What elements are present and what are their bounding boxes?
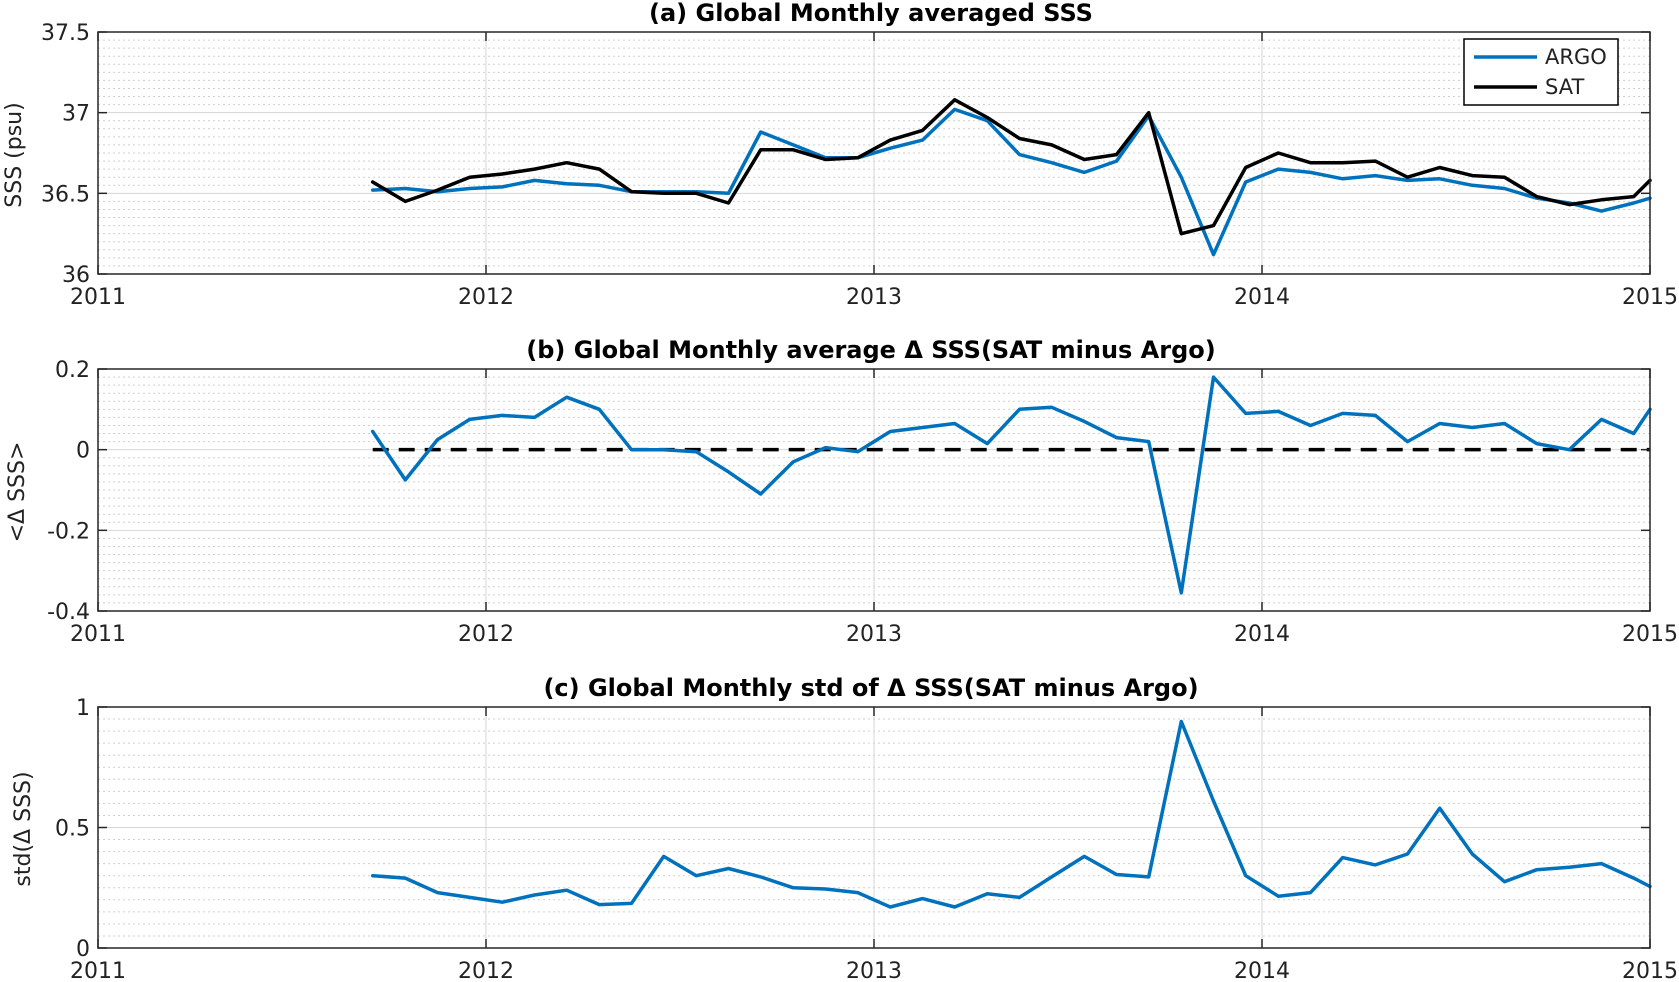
panel-b-y-tick-label: -0.4 — [47, 600, 90, 625]
panel-a-x-tick-label: 2015 — [1622, 285, 1678, 310]
panel-b: (b) Global Monthly average Δ SSS(SAT min… — [5, 336, 1678, 647]
panel-c: (c) Global Monthly std of Δ SSS(SAT minu… — [11, 674, 1678, 982]
panel-b-y-tick-label: 0 — [76, 439, 90, 464]
panel-c-x-tick-label: 2014 — [1234, 959, 1290, 982]
panel-b-series — [370, 375, 1652, 595]
panel-a-x-tick-label: 2012 — [458, 285, 514, 310]
panel-c-y-axis-label: std(Δ SSS) — [11, 771, 36, 886]
panel-a-line-sat — [370, 98, 1652, 236]
panel-a-y-tick-label: 37.5 — [41, 21, 90, 46]
panel-b-x-tick-label: 2011 — [70, 622, 126, 647]
legend-label-sat: SAT — [1545, 75, 1584, 99]
panel-b-line-series-0 — [370, 375, 1652, 595]
panel-c-x-tick-label: 2011 — [70, 959, 126, 982]
panel-a-y-tick-label: 36.5 — [41, 182, 90, 207]
panel-a-title: (a) Global Monthly averaged SSS — [649, 0, 1093, 27]
panel-b-y-tick-label: -0.2 — [47, 519, 90, 544]
legend-box — [1463, 38, 1619, 106]
panel-b-title: (b) Global Monthly average Δ SSS(SAT min… — [526, 336, 1215, 364]
panel-a-x-tick-label: 2014 — [1234, 285, 1290, 310]
panel-b-y-tick-label: 0.2 — [55, 358, 90, 383]
panel-b-y-axis-label: <Δ SSS> — [5, 442, 30, 543]
panel-a-x-tick-label: 2011 — [70, 285, 126, 310]
panel-c-line-series-0 — [370, 719, 1652, 909]
panel-a-axes — [97, 31, 1651, 275]
panel-a-x-tick-label: 2013 — [846, 285, 902, 310]
panel-a: (a) Global Monthly averaged SSS 2011 2012… — [2, 0, 1678, 310]
panel-a-ticks: 2011 2012 2013 2014 2015 36 36.5 37 37.5 — [41, 21, 1678, 310]
panel-b-grid — [97, 368, 1651, 612]
panel-c-y-tick-label: 1 — [76, 696, 90, 721]
panel-c-axes — [97, 706, 1651, 949]
panel-b-axes — [97, 368, 1651, 612]
panel-a-series — [370, 98, 1652, 257]
panel-c-ticks: 2011 2012 2013 2014 2015 0 0.5 1 — [55, 696, 1678, 982]
panel-c-series — [370, 719, 1652, 909]
panel-b-x-tick-label: 2015 — [1622, 622, 1678, 647]
panel-a-y-axis-label: SSS (psu) — [2, 102, 27, 207]
panel-a-line-argo — [370, 107, 1652, 257]
panel-c-grid — [97, 706, 1651, 949]
panel-c-y-tick-label: 0.5 — [55, 817, 90, 842]
panel-c-title: (c) Global Monthly std of Δ SSS(SAT minu… — [543, 674, 1198, 702]
legend-label-argo: ARGO — [1545, 45, 1607, 69]
panel-a-y-tick-label: 36 — [62, 263, 90, 288]
panel-c-y-tick-label: 0 — [76, 937, 90, 962]
panel-a-y-tick-label: 37 — [62, 102, 90, 127]
panel-b-ticks: 2011 2012 2013 2014 2015 -0.4 -0.2 0 0.2 — [47, 358, 1678, 647]
panel-c-x-tick-label: 2012 — [458, 959, 514, 982]
panel-b-x-tick-label: 2013 — [846, 622, 902, 647]
panel-b-x-tick-label: 2014 — [1234, 622, 1290, 647]
panel-b-x-tick-label: 2012 — [458, 622, 514, 647]
legend: ARGO SAT — [1463, 38, 1619, 106]
panel-c-x-tick-label: 2015 — [1622, 959, 1678, 982]
panel-c-x-tick-label: 2013 — [846, 959, 902, 982]
